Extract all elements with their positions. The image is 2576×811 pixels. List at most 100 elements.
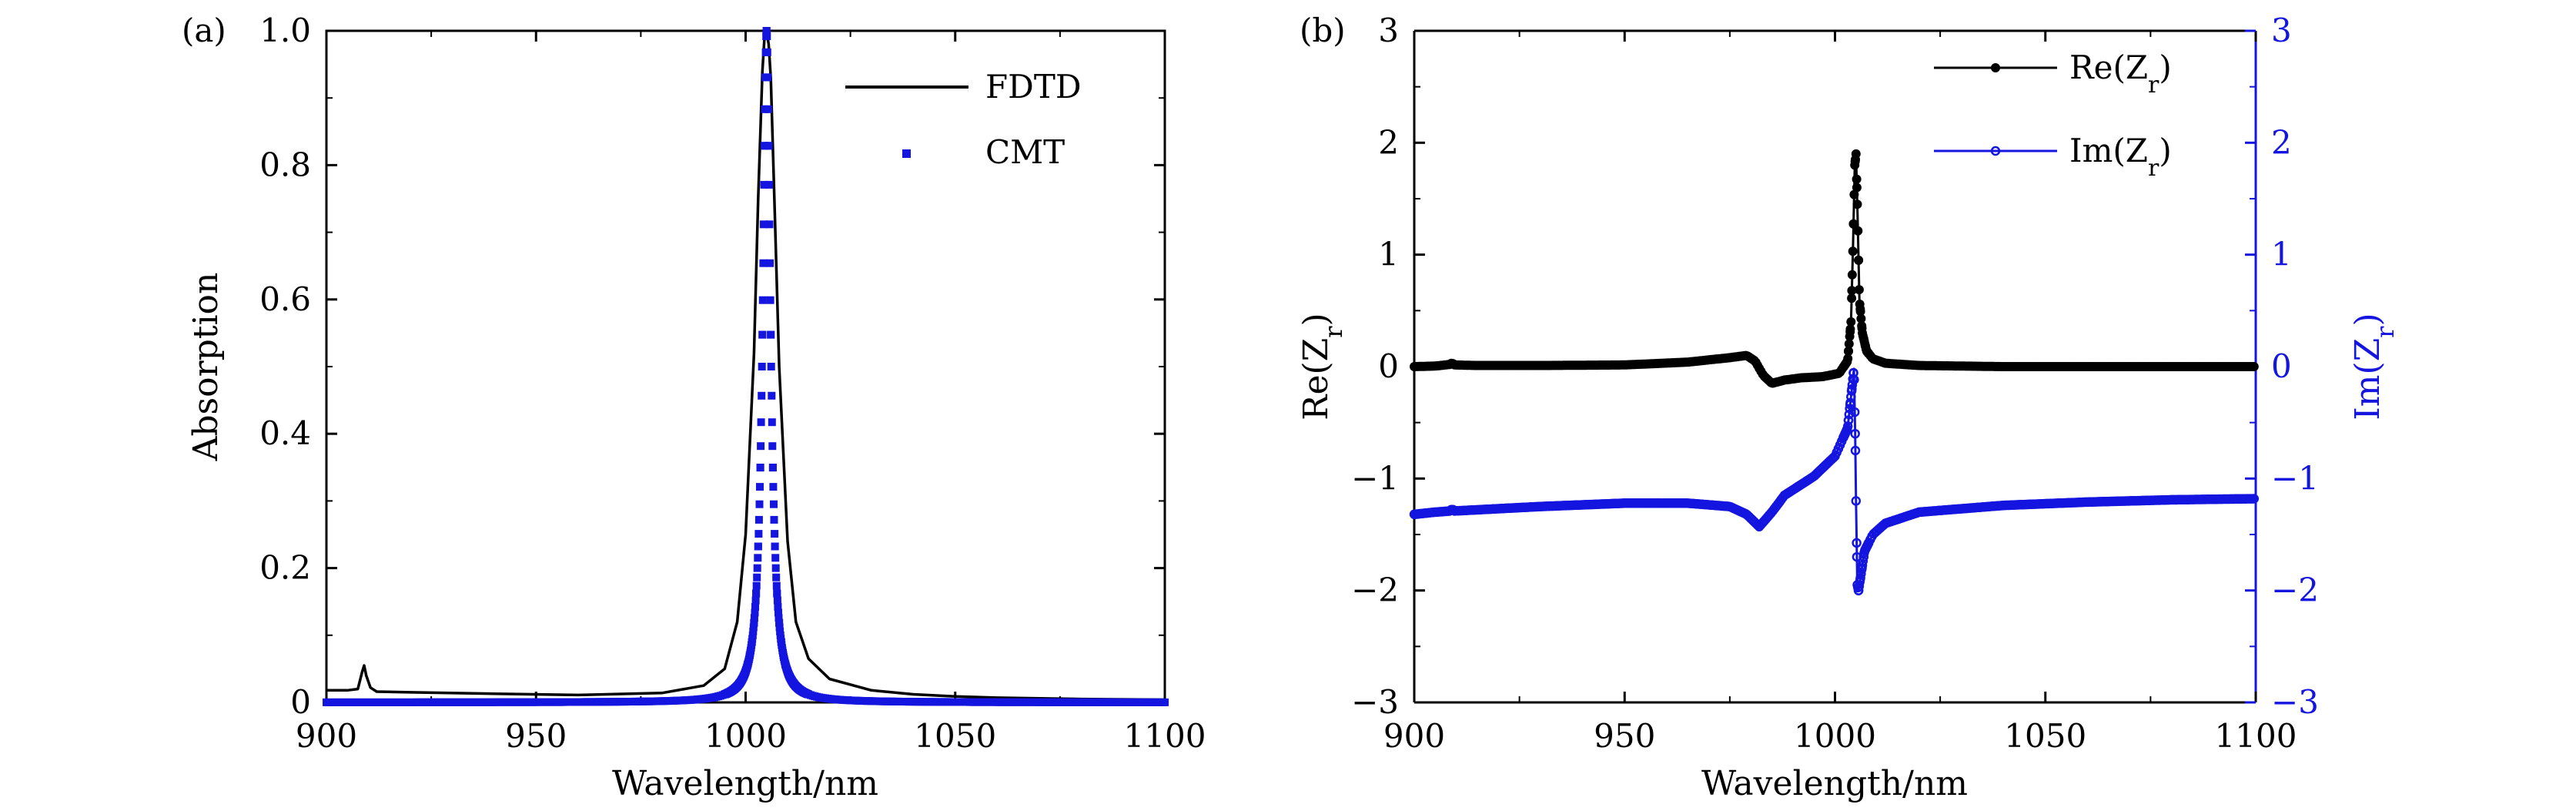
- legend-fdtd-label: FDTD: [985, 68, 1082, 106]
- im-zr-marker: [1752, 520, 1763, 530]
- cmt-marker: [752, 589, 761, 598]
- cmt-marker: [767, 363, 775, 370]
- panel-a-x-tick-label: 1100: [1124, 717, 1206, 755]
- im-zr-marker: [1842, 421, 1853, 431]
- cmt-marker: [762, 27, 771, 35]
- panel-b-right-y-axis-label: Im(Zr): [2348, 313, 2400, 420]
- cmt-marker: [758, 363, 766, 370]
- panel-a-y-tick-label: 0: [290, 683, 311, 721]
- cmt-marker: [772, 573, 781, 581]
- panel-a-x-tick-labels: 900 950 1000 1050 1100: [296, 717, 1206, 755]
- panel-a-y-tick-label: 0.6: [259, 280, 311, 318]
- re-zr-marker: [1847, 286, 1857, 296]
- re-zr-marker: [1846, 317, 1856, 327]
- panel-a-x-axis-label: Wavelength/nm: [612, 764, 878, 803]
- im-zr-marker: [1851, 496, 1862, 506]
- cmt-marker: [770, 500, 778, 508]
- re-zr-marker: [1845, 324, 1855, 334]
- cmt-marker: [750, 618, 758, 627]
- cmt-marker: [775, 623, 784, 632]
- panel-a-y-tick-labels: 0 0.2 0.4 0.6 0.8 1.0: [259, 12, 311, 721]
- cmt-marker: [768, 418, 776, 427]
- panel-b-left-y-tick-label: −2: [1351, 571, 1399, 609]
- im-zr-line: [1413, 367, 2257, 592]
- re-zr-marker: [1843, 354, 1853, 364]
- cmt-marker: [767, 330, 775, 339]
- legend-im-marker-swatch: [1990, 146, 2001, 156]
- cmt-marker: [773, 596, 781, 605]
- cmt-marker: [765, 180, 773, 189]
- legend-cmt-label: CMT: [985, 133, 1065, 171]
- cmt-marker: [757, 418, 765, 427]
- cmt-marker: [764, 142, 773, 150]
- cmt-marker: [754, 530, 763, 538]
- cmt-marker: [749, 627, 758, 635]
- panel-b-right-y-tick-label: −1: [2271, 459, 2319, 497]
- cmt-marker: [756, 483, 764, 491]
- panel-a-x-tick-label: 1000: [704, 717, 787, 755]
- panel-a-y-tick-label: 0.8: [259, 146, 311, 183]
- panel-b-left-y-tick-label: 0: [1378, 347, 1399, 385]
- im-zr-marker: [1844, 409, 1855, 420]
- panel-b-right-y-tick-label: 1: [2271, 236, 2292, 273]
- cmt-marker: [761, 142, 768, 150]
- cmt-marker: [804, 690, 812, 699]
- re-zr-marker: [1853, 226, 1863, 236]
- panel-a-y-tick-label: 1.0: [259, 12, 311, 49]
- cmt-marker: [755, 500, 764, 508]
- panel-b-left-y-tick-label: 2: [1378, 123, 1399, 161]
- re-zr-line: [1413, 152, 2256, 385]
- re-zr-marker: [1847, 270, 1857, 280]
- cmt-marker: [751, 608, 759, 617]
- panel-b-left-y-tick-labels: −3 −2 −1 0 1 2 3: [1351, 12, 1399, 721]
- im-zr-marker: [1846, 386, 1857, 396]
- panel-a-x-tick-label: 950: [505, 717, 567, 755]
- panel-a-legend: FDTD CMT: [845, 68, 1082, 171]
- panel-a-x-tick-label: 1050: [914, 717, 996, 755]
- cmt-marker: [772, 581, 781, 590]
- panel-b-x-tick-label: 1000: [1794, 717, 1876, 755]
- panel-b-x-tick-label: 1050: [2004, 717, 2086, 755]
- panel-b-right-y-tick-label: −2: [2271, 571, 2319, 609]
- re-zr-marker: [1857, 321, 1867, 331]
- im-zr-marker: [1847, 380, 1858, 390]
- re-zr-marker: [1844, 339, 1854, 349]
- cmt-marker: [771, 564, 780, 572]
- panel-b-left-y-tick-label: −1: [1351, 459, 1399, 497]
- cmt-marker: [757, 442, 765, 451]
- panel-a-y-tick-label: 0.4: [259, 414, 311, 452]
- cmt-marker: [771, 554, 780, 562]
- cmt-marker: [764, 105, 772, 113]
- panel-a-x-tick-label: 900: [296, 717, 357, 755]
- re-zr-marker: [1844, 347, 1853, 356]
- cmt-marker: [759, 220, 768, 229]
- re-zr-marker: [1864, 349, 1874, 358]
- cmt-marker: [758, 296, 767, 304]
- cmt-marker: [768, 391, 776, 400]
- cmt-marker: [760, 180, 768, 189]
- re-zr-marker: [1847, 293, 1857, 303]
- panel-b-x-tick-labels: 900 950 1000 1050 1100: [1383, 717, 2297, 755]
- im-zr-marker: [2249, 494, 2260, 504]
- cmt-marker: [765, 220, 774, 229]
- panel-b-right-y-tick-label: 0: [2271, 347, 2292, 385]
- cmt-marker: [773, 589, 781, 598]
- panel-b-left-y-tick-label: 1: [1378, 236, 1399, 273]
- panel-b-ticks: [1413, 29, 2257, 704]
- re-zr-marker: [1854, 255, 1864, 265]
- panel-a-ticks: [325, 29, 1166, 704]
- panel-b: (b) 900 950 1000 1050 1100 −3 −2 −1 0 1 …: [1296, 12, 2400, 803]
- panel-b-left-y-axis-label: Re(Zr): [1296, 313, 1348, 420]
- cmt-marker: [769, 483, 778, 491]
- re-zr-marker: [1852, 174, 1862, 184]
- cmt-marker: [754, 515, 763, 524]
- fdtd-line: [326, 29, 1166, 702]
- panel-b-left-y-tick-label: −3: [1351, 683, 1399, 721]
- cmt-marker: [774, 608, 782, 617]
- panel-b-x-tick-label: 1100: [2215, 717, 2297, 755]
- im-zr-marker: [1863, 538, 1874, 548]
- panel-b-legend: Re(Zr) Im(Zr): [1934, 49, 2172, 182]
- panel-a-y-tick-label: 0.2: [259, 549, 311, 587]
- cmt-marker: [754, 542, 762, 551]
- re-zr-marker: [1845, 331, 1855, 341]
